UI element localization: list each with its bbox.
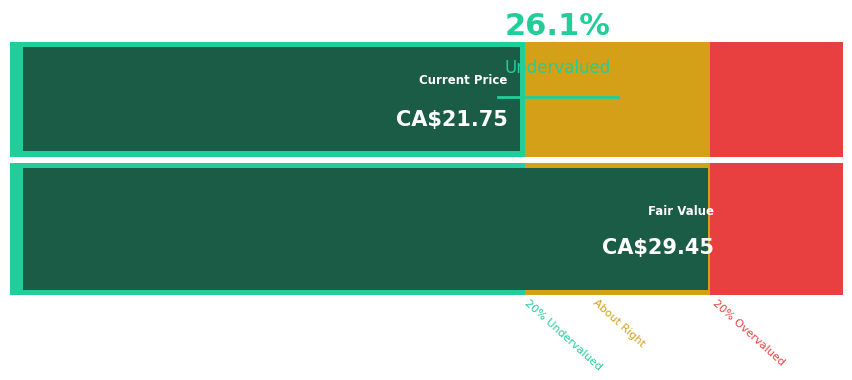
Bar <box>524 163 709 294</box>
Bar <box>524 42 709 157</box>
Text: Current Price: Current Price <box>419 74 507 87</box>
Bar <box>709 163 842 294</box>
Bar <box>709 42 842 157</box>
Text: Fair Value: Fair Value <box>648 206 713 218</box>
Text: 26.1%: 26.1% <box>504 12 610 41</box>
Bar <box>23 48 520 151</box>
Bar <box>10 163 842 294</box>
Text: 20% Overvalued: 20% Overvalued <box>710 298 785 367</box>
Text: 20% Undervalued: 20% Undervalued <box>521 298 602 372</box>
Text: CA$21.75: CA$21.75 <box>395 110 507 130</box>
Text: Undervalued: Undervalued <box>504 59 610 78</box>
Text: CA$29.45: CA$29.45 <box>602 238 713 258</box>
Text: About Right: About Right <box>590 298 646 350</box>
Bar <box>23 168 707 290</box>
Bar <box>10 42 842 157</box>
